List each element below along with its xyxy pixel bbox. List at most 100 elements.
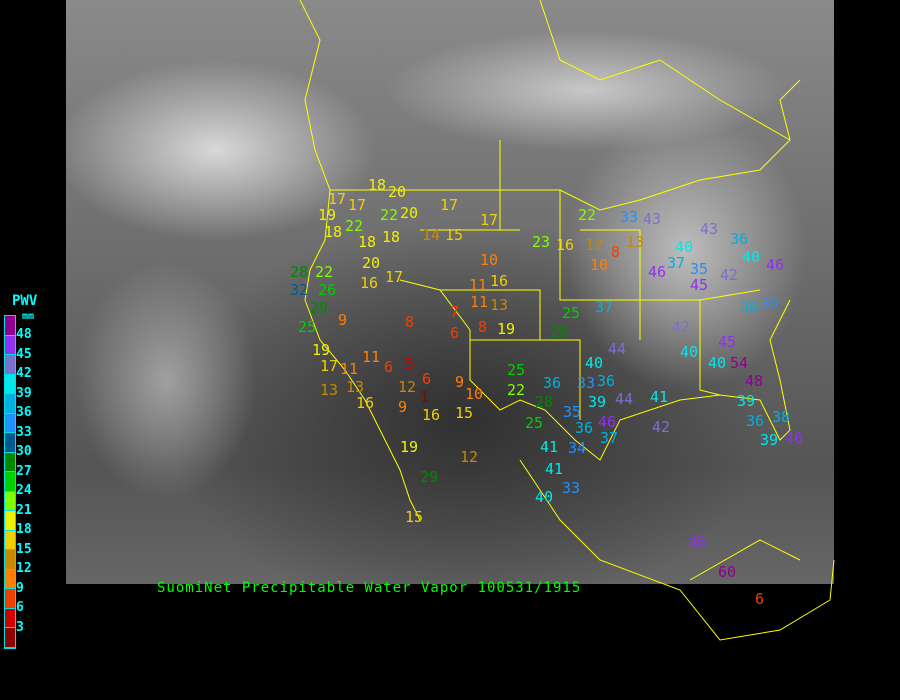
legend-tick: 30 — [16, 444, 32, 459]
station-pwv-value: 20 — [400, 204, 419, 222]
station-pwv-value: 18 — [358, 233, 377, 251]
station-pwv-value: 43 — [700, 220, 719, 238]
station-pwv-value: 36 — [597, 372, 616, 390]
legend-bin — [5, 628, 15, 648]
legend-tick: 45 — [16, 346, 32, 362]
station-pwv-value: 48 — [745, 372, 764, 390]
legend-tick: 3 — [16, 619, 24, 635]
border-line — [539, 0, 791, 141]
station-pwv-value: 13 — [346, 378, 365, 396]
legend-bin — [5, 335, 15, 355]
station-pwv-value: 20 — [388, 183, 407, 201]
station-pwv-value: 45 — [690, 276, 709, 294]
station-pwv-value: 41 — [545, 460, 564, 478]
legend-bin — [5, 511, 15, 531]
station-pwv-value: 11 — [340, 360, 359, 378]
legend-bin — [5, 413, 15, 433]
station-pwv-value: 13 — [490, 296, 509, 314]
station-pwv-value: 45 — [718, 333, 737, 351]
station-pwv-value: 35 — [690, 260, 709, 278]
legend-bin — [5, 589, 15, 609]
station-pwv-value: 54 — [730, 354, 749, 372]
station-pwv-value: 10 — [465, 385, 484, 403]
station-pwv-value: 8 — [611, 243, 621, 261]
border-line — [299, 0, 421, 521]
station-pwv-value: 9 — [455, 373, 465, 391]
legend-bin — [5, 472, 15, 492]
station-pwv-value: 9 — [338, 311, 348, 329]
station-pwv-value: 22 — [380, 206, 399, 224]
legend-tick: 6 — [16, 600, 24, 615]
station-pwv-value: 28 — [290, 263, 309, 281]
station-pwv-value: 29 — [420, 468, 439, 486]
station-pwv-value: 46 — [766, 256, 785, 274]
station-pwv-value: 43 — [643, 210, 662, 228]
station-pwv-value: 41 — [650, 388, 669, 406]
station-pwv-value: 40 — [708, 354, 727, 372]
legend-unit: mm — [22, 311, 35, 322]
legend-tick: 21 — [16, 502, 32, 518]
border-line — [559, 190, 761, 301]
station-pwv-value: 42 — [672, 318, 691, 336]
legend-bin — [5, 374, 15, 394]
station-pwv-value: 20 — [362, 254, 381, 272]
border-line — [399, 279, 791, 461]
station-pwv-value: 8 — [405, 313, 415, 331]
station-pwv-value: 8 — [478, 318, 488, 336]
station-pwv-value: 9 — [398, 398, 408, 416]
legend-tick: 12 — [16, 561, 32, 576]
legend-tick: 42 — [16, 366, 32, 381]
station-pwv-value: 40 — [535, 488, 554, 506]
legend-bin — [5, 530, 15, 550]
station-pwv-value: 12 — [585, 236, 604, 254]
legend-tick: 9 — [16, 580, 24, 596]
station-pwv-value: 17 — [385, 268, 404, 286]
station-pwv-value: 22 — [315, 263, 334, 281]
station-pwv-value: 16 — [356, 394, 375, 412]
station-pwv-value: 34 — [568, 439, 587, 457]
station-pwv-value: 6 — [384, 358, 394, 376]
legend-tick: 24 — [16, 483, 32, 498]
station-pwv-value: 17 — [440, 196, 459, 214]
station-pwv-value: 25 — [562, 304, 581, 322]
station-pwv-value: 12 — [398, 378, 417, 396]
station-pwv-value: 19 — [318, 206, 337, 224]
station-pwv-value: 10 — [590, 256, 609, 274]
station-pwv-value: 35 — [761, 294, 780, 312]
station-pwv-value: 29 — [310, 299, 329, 317]
legend-tick: 48 — [16, 327, 32, 342]
legend-bin — [5, 550, 15, 570]
station-pwv-value: 15 — [405, 508, 424, 526]
station-pwv-value: 40 — [742, 248, 761, 266]
station-pwv-value: 14 — [422, 226, 441, 244]
station-pwv-value: 12 — [460, 448, 479, 466]
station-pwv-value: 6 — [755, 590, 765, 608]
station-pwv-value: 17 — [480, 211, 499, 229]
border-line — [519, 459, 835, 641]
station-pwv-value: 23 — [532, 233, 551, 251]
station-pwv-value: 18 — [368, 176, 387, 194]
station-pwv-value: 6 — [422, 370, 432, 388]
station-pwv-value: 19 — [400, 438, 419, 456]
station-pwv-value: 33 — [577, 374, 596, 392]
station-pwv-value: 41 — [540, 438, 559, 456]
station-pwv-value: 40 — [675, 238, 694, 256]
station-pwv-value: 22 — [345, 217, 364, 235]
station-pwv-value: 18 — [324, 223, 343, 241]
station-pwv-value: 28 — [535, 393, 554, 411]
station-pwv-value: 5 — [405, 355, 415, 373]
station-pwv-value: 13 — [320, 381, 339, 399]
station-pwv-value: 25 — [525, 414, 544, 432]
station-pwv-value: 26 — [318, 281, 337, 299]
station-pwv-value: 46 — [785, 429, 804, 447]
station-pwv-value: 16 — [422, 406, 441, 424]
station-pwv-value: 40 — [680, 343, 699, 361]
station-pwv-value: 46 — [648, 263, 667, 281]
border-line — [330, 79, 801, 211]
legend-bin — [5, 394, 15, 414]
station-pwv-value: 25 — [298, 318, 317, 336]
station-pwv-value: 18 — [382, 228, 401, 246]
station-pwv-value: 32 — [290, 281, 309, 299]
station-pwv-value: 6 — [450, 324, 460, 342]
